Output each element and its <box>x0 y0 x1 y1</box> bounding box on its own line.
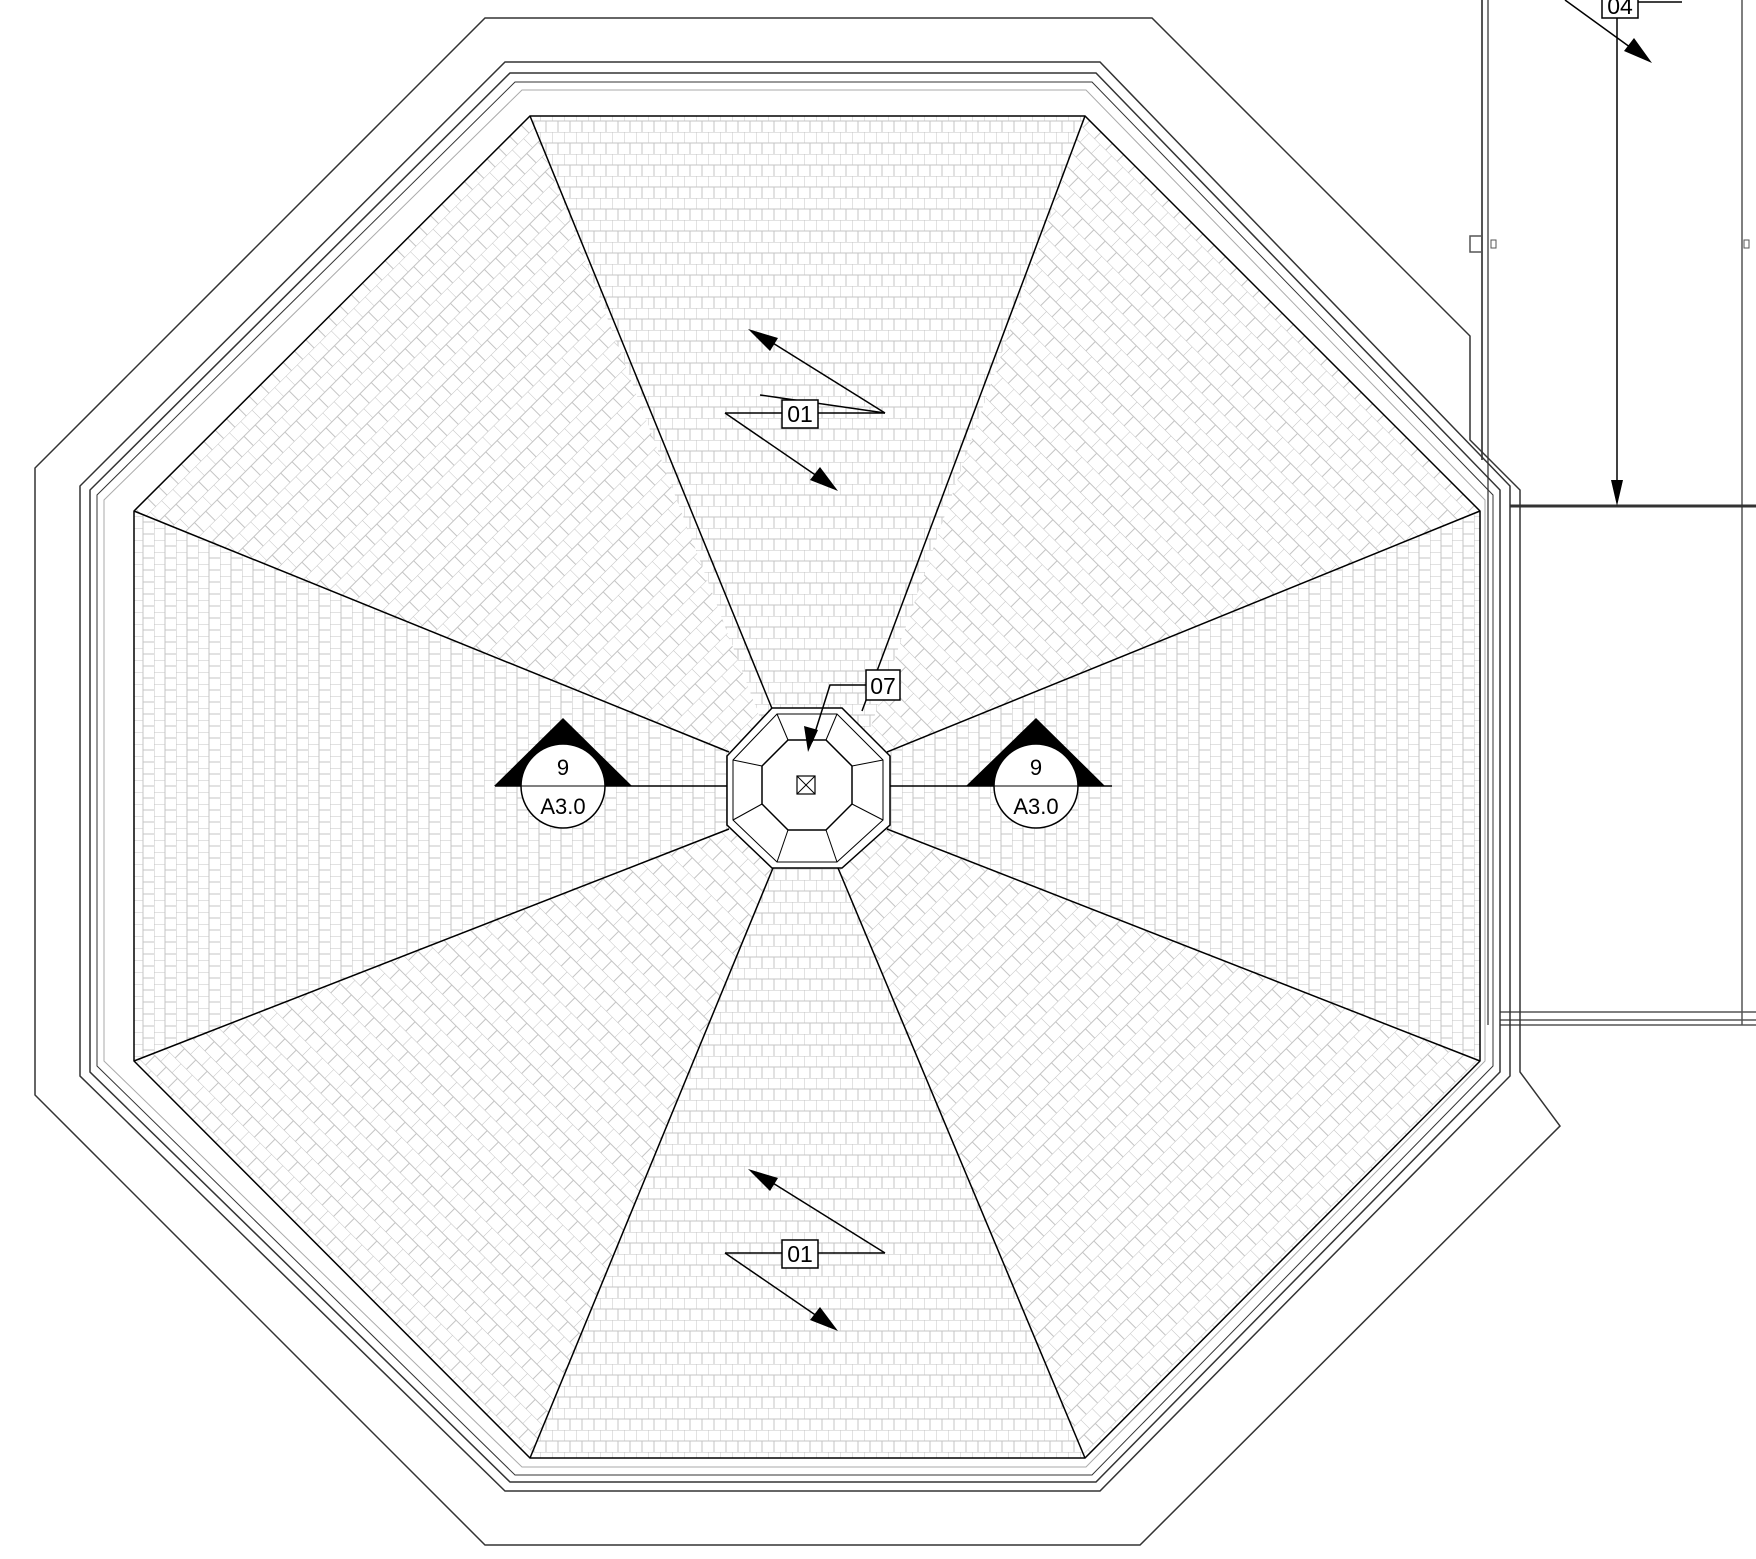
keynote-tag-01-top: 01 <box>724 329 886 491</box>
svg-text:A3.0: A3.0 <box>1013 794 1058 819</box>
keynote-tag-04: 04 <box>1601 0 1682 19</box>
keynote-tag-07: 07 <box>804 669 901 752</box>
facet-north <box>530 116 1085 752</box>
adjacent-building <box>1469 0 1756 1026</box>
facet-northeast <box>862 116 1480 752</box>
roof-outline <box>34 17 1561 1546</box>
facet-southeast <box>838 829 1480 1458</box>
hip-lines <box>133 115 1481 1459</box>
svg-text:01: 01 <box>787 1241 813 1267</box>
svg-text:9: 9 <box>557 755 569 780</box>
facet-northwest <box>134 116 773 752</box>
svg-text:A3.0: A3.0 <box>540 794 585 819</box>
svg-text:01: 01 <box>787 401 813 427</box>
keynote-tag-01-bottom: 01 <box>724 1169 886 1331</box>
central-cupola <box>726 707 891 869</box>
facet-southwest <box>134 829 773 1458</box>
facet-east <box>887 511 1480 1061</box>
facet-west <box>134 511 729 1061</box>
roof-facets <box>134 116 1480 1458</box>
svg-text:04: 04 <box>1607 0 1633 19</box>
svg-text:07: 07 <box>870 673 896 699</box>
eave-lines <box>79 61 1511 1492</box>
section-marker-left: 9 A3.0 <box>494 718 632 829</box>
svg-text:9: 9 <box>1030 755 1042 780</box>
section-marker-right: 9 A3.0 <box>966 718 1105 829</box>
facet-south <box>530 868 1085 1458</box>
